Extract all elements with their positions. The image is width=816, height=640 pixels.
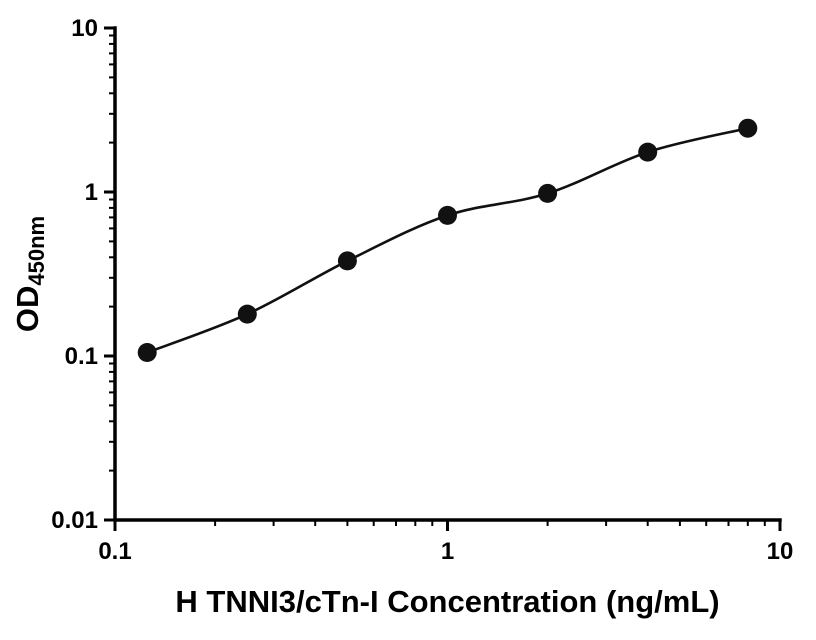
data-point	[738, 118, 758, 138]
data-point	[337, 251, 357, 271]
axes-spines	[113, 26, 782, 522]
data-point	[237, 304, 257, 324]
y-tick-label: 0.1	[65, 343, 98, 370]
data-point	[638, 142, 658, 162]
y-axis-title: OD450nm	[10, 216, 49, 332]
x-tick-label: 0.1	[98, 538, 131, 565]
data-point	[438, 205, 457, 225]
fit-curve	[146, 126, 749, 354]
data-point	[538, 183, 558, 203]
data-point	[137, 343, 157, 362]
x-axis-title: H TNNI3/cTn-I Concentration (ng/mL)	[175, 584, 719, 619]
y-tick-label: 1	[85, 179, 98, 206]
x-tick-label: 1	[441, 538, 454, 565]
y-tick-label: 0.01	[51, 507, 98, 534]
y-tick-label: 10	[71, 15, 98, 42]
x-tick-label: 10	[767, 538, 794, 565]
